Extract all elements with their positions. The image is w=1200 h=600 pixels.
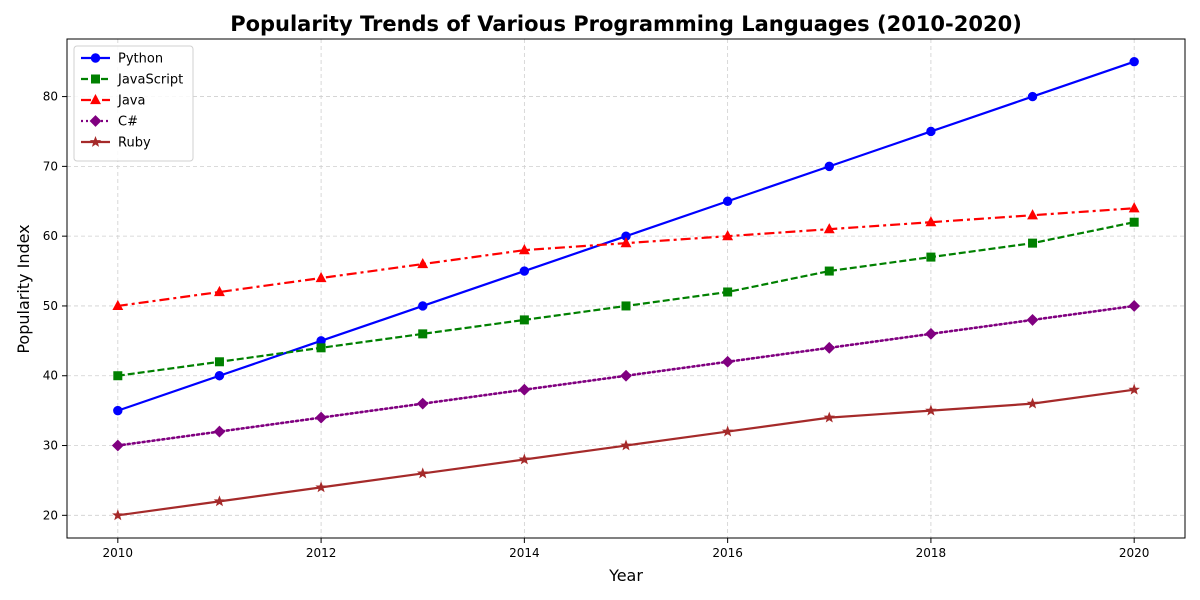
legend-label-c: C# bbox=[118, 115, 138, 130]
y-tick-label: 20 bbox=[43, 508, 58, 522]
data-point-java bbox=[823, 223, 835, 234]
chart-title: Popularity Trends of Various Programming… bbox=[230, 12, 1022, 36]
data-point-c bbox=[111, 439, 124, 452]
data-point-ruby bbox=[823, 411, 836, 423]
data-point-java bbox=[925, 216, 937, 227]
data-point-java bbox=[722, 230, 734, 241]
series-line-ruby bbox=[117, 388, 1135, 517]
y-tick-label: 70 bbox=[43, 159, 58, 173]
data-point-javascript bbox=[824, 266, 834, 276]
series-ruby bbox=[112, 383, 1140, 521]
legend-marker-java bbox=[90, 93, 101, 105]
data-point-python bbox=[1027, 91, 1038, 102]
x-tick-label: 2020 bbox=[1119, 546, 1150, 560]
series-c bbox=[111, 300, 1141, 452]
y-tick-label: 80 bbox=[43, 90, 58, 104]
x-tick-label: 2014 bbox=[509, 546, 540, 560]
data-point-ruby bbox=[721, 425, 734, 437]
data-point-c bbox=[416, 397, 429, 410]
legend-label-ruby: Ruby bbox=[118, 136, 151, 151]
data-point-ruby bbox=[213, 495, 226, 507]
data-point-javascript bbox=[723, 287, 733, 297]
legend-item-ruby: Ruby bbox=[81, 136, 151, 151]
x-tick-label: 2016 bbox=[712, 546, 743, 560]
legend-box bbox=[73, 45, 194, 162]
legend-item-c: C# bbox=[81, 115, 138, 130]
data-point-javascript bbox=[214, 357, 224, 367]
data-point-c bbox=[315, 411, 327, 424]
data-point-python bbox=[113, 405, 123, 416]
y-axis-label: Popularity Index bbox=[14, 224, 33, 353]
legend: Python JavaScript Java C# Ruby bbox=[73, 45, 194, 162]
x-tick-label: 2010 bbox=[103, 546, 134, 560]
data-point-c bbox=[1128, 300, 1141, 312]
series-line-java bbox=[117, 207, 1135, 308]
data-point-java bbox=[417, 258, 429, 269]
plot-frame bbox=[66, 38, 1186, 539]
data-point-python bbox=[418, 301, 428, 311]
data-point-ruby bbox=[112, 509, 124, 521]
grid bbox=[67, 39, 1185, 538]
data-point-java bbox=[1128, 202, 1140, 213]
data-point-java bbox=[315, 271, 327, 283]
data-point-java bbox=[620, 237, 632, 248]
data-point-c bbox=[925, 327, 937, 340]
x-axis-ticks: 2010 2012 2014 2016 2018 2020 bbox=[103, 538, 1150, 560]
data-point-java bbox=[1027, 209, 1038, 220]
x-tick-label: 2018 bbox=[916, 546, 947, 560]
series-group bbox=[111, 56, 1141, 521]
y-tick-label: 50 bbox=[43, 299, 58, 313]
data-point-c bbox=[823, 341, 836, 354]
data-point-c bbox=[721, 355, 734, 368]
data-point-python bbox=[1129, 56, 1139, 67]
y-tick-label: 30 bbox=[43, 439, 58, 453]
data-point-ruby bbox=[416, 467, 429, 479]
y-axis-ticks: 20 30 40 50 60 70 80 bbox=[43, 90, 67, 522]
y-tick-label: 40 bbox=[43, 369, 58, 383]
x-axis-label: Year bbox=[608, 566, 643, 585]
data-point-c bbox=[518, 383, 531, 396]
data-point-c bbox=[620, 369, 632, 382]
data-point-ruby bbox=[925, 404, 937, 416]
data-point-java bbox=[518, 244, 530, 255]
series-java bbox=[112, 202, 1140, 311]
legend-item-javascript: JavaScript bbox=[81, 73, 183, 88]
data-point-javascript bbox=[1028, 238, 1038, 248]
data-point-python bbox=[722, 196, 733, 206]
data-point-java bbox=[214, 285, 225, 297]
legend-marker-ruby bbox=[89, 135, 102, 147]
legend-marker-python bbox=[90, 53, 101, 63]
data-point-python bbox=[519, 266, 530, 276]
series-javascript bbox=[113, 217, 1139, 381]
data-point-ruby bbox=[1026, 397, 1039, 409]
legend-label-python: Python bbox=[118, 52, 163, 67]
data-point-javascript bbox=[113, 371, 123, 381]
data-point-javascript bbox=[418, 329, 428, 339]
data-point-c bbox=[213, 425, 226, 438]
legend-marker-javascript bbox=[91, 74, 100, 84]
data-point-python bbox=[214, 371, 225, 381]
data-point-javascript bbox=[316, 343, 326, 353]
data-point-javascript bbox=[519, 315, 529, 325]
data-point-ruby bbox=[315, 481, 327, 493]
legend-marker-c bbox=[89, 115, 102, 127]
legend-item-python: Python bbox=[81, 52, 163, 67]
data-point-javascript bbox=[926, 252, 936, 262]
data-point-javascript bbox=[621, 301, 631, 311]
legend-label-java: Java bbox=[117, 94, 145, 109]
y-tick-label: 60 bbox=[43, 229, 58, 243]
legend-item-java: Java bbox=[81, 94, 145, 109]
data-point-javascript bbox=[1129, 217, 1139, 227]
data-point-ruby bbox=[620, 439, 632, 451]
legend-label-javascript: JavaScript bbox=[117, 73, 183, 88]
x-tick-label: 2012 bbox=[306, 546, 337, 560]
data-point-ruby bbox=[518, 453, 531, 465]
data-point-java bbox=[112, 299, 124, 311]
data-point-python bbox=[926, 126, 936, 137]
data-point-c bbox=[1026, 313, 1039, 326]
data-point-python bbox=[824, 161, 834, 172]
data-point-ruby bbox=[1128, 383, 1140, 395]
